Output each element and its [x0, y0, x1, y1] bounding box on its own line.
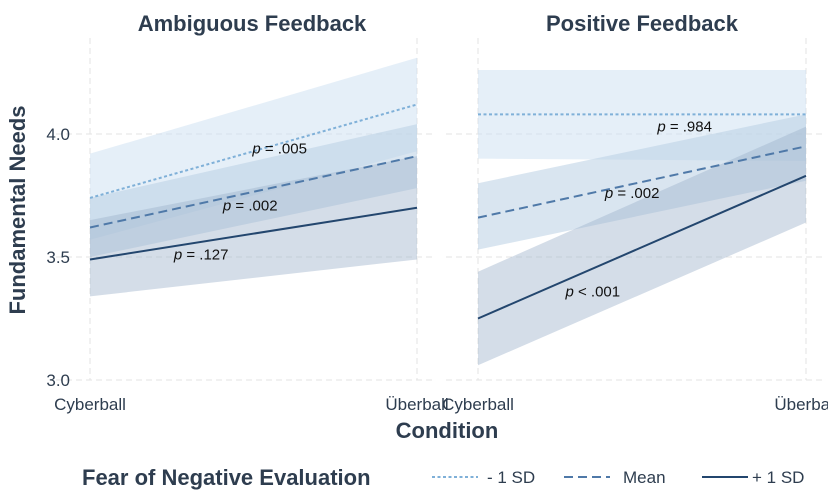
legend-title: Fear of Negative Evaluation: [82, 465, 371, 490]
confidence-band-mean: [478, 114, 806, 250]
p-value: < .001: [574, 283, 620, 300]
panel-title-ambiguous: Ambiguous Feedback: [138, 11, 367, 36]
p-value-label: p = .005: [251, 141, 307, 158]
p-value-label: p = .984: [656, 119, 712, 136]
p-value: = .005: [261, 141, 307, 158]
y-axis-title: Fundamental Needs: [5, 105, 30, 314]
p-value-label: p < .001: [564, 283, 620, 300]
p-symbol: p: [604, 185, 613, 202]
x-axis-title: Condition: [396, 418, 499, 443]
y-tick-label: 3.5: [46, 248, 70, 267]
y-tick-label: 3.0: [46, 371, 70, 390]
series-lines: [89, 103, 807, 320]
x-tick-label: Cyberball: [442, 395, 514, 414]
y-tick-label: 4.0: [46, 125, 70, 144]
p-symbol: p: [656, 119, 665, 136]
confidence-band-mean: [90, 124, 417, 257]
p-symbol: p: [564, 283, 573, 300]
p-value-label: p = .002: [604, 185, 660, 202]
p-value-label: p = .002: [222, 197, 278, 214]
legend-label-low: - 1 SD: [487, 468, 535, 487]
p-value: = .984: [666, 119, 712, 136]
series-line-high: [477, 174, 807, 320]
p-symbol: p: [173, 246, 182, 263]
x-tick-label: Cyberball: [54, 395, 126, 414]
legend-label-high: + 1 SD: [752, 468, 804, 487]
confidence-bands: [90, 57, 806, 366]
p-value: = .002: [613, 185, 659, 202]
p-symbol: p: [222, 197, 231, 214]
legend-label-mean: Mean: [623, 468, 666, 487]
tick-labels: CyberballÜberballCyberballÜberball3.03.5…: [46, 125, 828, 414]
x-tick-label: Überball: [774, 395, 828, 414]
panel-title-positive: Positive Feedback: [546, 11, 739, 36]
p-value-label: p = .127: [173, 246, 229, 263]
p-symbol: p: [251, 141, 260, 158]
confidence-band-high: [90, 156, 417, 297]
legend: Fear of Negative Evaluation - 1 SD Mean …: [82, 465, 804, 490]
series-line-high: [89, 206, 418, 261]
confidence-band-high: [478, 126, 806, 366]
x-tick-label: Überball: [385, 395, 448, 414]
series-line-low: [89, 103, 418, 199]
p-value: = .127: [182, 246, 228, 263]
p-value: = .002: [231, 197, 277, 214]
